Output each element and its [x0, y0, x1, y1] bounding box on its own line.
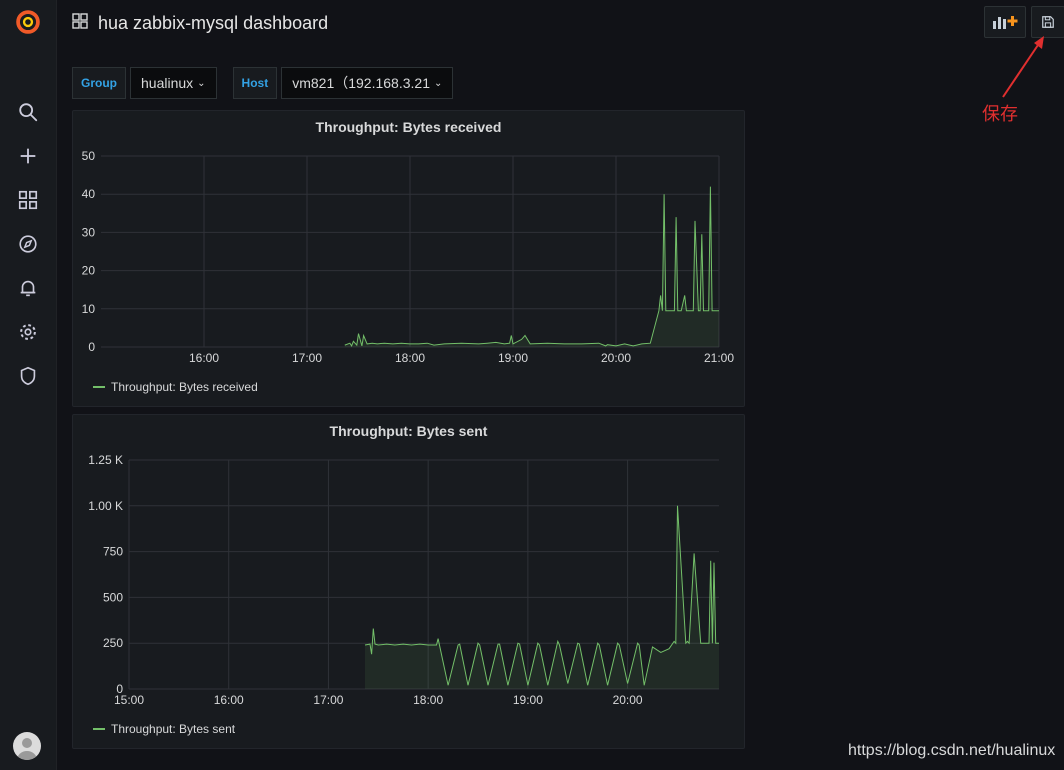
panel-bytes-sent[interactable]: Throughput: Bytes sent 0 250 500 750 1.00 K 1… [72, 414, 745, 749]
y-tick-label: 500 [103, 590, 123, 604]
x-tick-label: 18:00 [413, 693, 443, 707]
watermark: https://blog.csdn.net/hualinux [848, 742, 1056, 759]
x-tick-label: 17:00 [313, 693, 343, 707]
dashboard-grid-icon [72, 12, 88, 34]
sidebar [0, 0, 57, 770]
annotation-label: 保存 [982, 104, 1018, 124]
template-variables: Group hualinux ⌄ Host vm821（192.168.3.21… [72, 67, 454, 99]
y-tick-label: 1.25 K [88, 453, 123, 467]
dashboard-title: hua zabbix-mysql dashboard [98, 12, 329, 33]
dashboards-icon[interactable] [12, 184, 44, 216]
explore-icon[interactable] [12, 228, 44, 260]
add-panel-icon [993, 16, 1018, 29]
grafana-logo-icon[interactable] [12, 6, 44, 38]
series-line [344, 186, 719, 348]
x-tick-label: 21:00 [704, 351, 734, 365]
panel-title[interactable]: Throughput: Bytes received [315, 119, 502, 135]
variable-select-group[interactable]: hualinux ⌄ [130, 67, 217, 99]
y-tick-label: 30 [82, 225, 96, 239]
x-tick-label: 20:00 [613, 693, 643, 707]
save-icon [1042, 16, 1054, 28]
x-tick-label: 16:00 [189, 351, 219, 365]
legend-item[interactable]: Throughput: Bytes received [93, 380, 258, 394]
legend-swatch [93, 728, 105, 730]
series-line [364, 505, 719, 686]
add-panel-button[interactable] [984, 6, 1026, 38]
x-tick-label: 16:00 [214, 693, 244, 707]
chevron-down-icon: ⌄ [197, 77, 206, 89]
legend-item[interactable]: Throughput: Bytes sent [93, 722, 235, 736]
series-area [365, 505, 719, 689]
y-tick-label: 750 [103, 545, 123, 559]
save-dashboard-button[interactable] [1031, 6, 1064, 38]
chevron-down-icon: ⌄ [433, 77, 443, 89]
y-tick-label: 250 [103, 636, 123, 650]
variable-label-group: Group [72, 67, 126, 99]
gear-icon[interactable] [12, 316, 44, 348]
y-tick-label: 1.00 K [88, 499, 123, 513]
x-tick-label: 18:00 [395, 351, 425, 365]
y-tick-label: 50 [82, 149, 96, 163]
x-tick-label: 20:00 [601, 351, 631, 365]
variable-select-host[interactable]: vm821（192.168.3.21 ⌄ [281, 67, 454, 99]
x-tick-label: 19:00 [498, 351, 528, 365]
page-title[interactable]: hua zabbix-mysql dashboard [72, 10, 328, 36]
x-tick-label: 17:00 [292, 351, 322, 365]
avatar[interactable] [13, 732, 41, 760]
search-icon[interactable] [12, 96, 44, 128]
legend-label: Throughput: Bytes sent [111, 722, 236, 736]
y-tick-label: 10 [82, 302, 96, 316]
series-area [344, 186, 719, 347]
alert-bell-icon[interactable] [12, 272, 44, 304]
x-tick-label: 19:00 [513, 693, 543, 707]
shield-icon[interactable] [12, 360, 44, 392]
variable-value-host: vm821（192.168.3.21 [292, 75, 430, 91]
panel-title[interactable]: Throughput: Bytes sent [329, 423, 488, 439]
chart-bytes-sent: 0 250 500 750 1.00 K 1.25 K 15:00 16:00 17:00 18:… [88, 453, 719, 707]
y-tick-label: 20 [82, 264, 96, 278]
y-tick-label: 0 [88, 340, 95, 354]
variable-value-group: hualinux [141, 75, 194, 91]
variable-label-host: Host [232, 67, 278, 99]
plus-icon[interactable] [12, 140, 44, 172]
x-tick-label: 15:00 [114, 693, 144, 707]
panel-bytes-received[interactable]: Throughput: Bytes received 0 10 20 30 40 50 16… [72, 110, 745, 407]
legend-label: Throughput: Bytes received [111, 380, 258, 394]
y-tick-label: 0 [116, 682, 123, 696]
y-tick-label: 40 [82, 187, 96, 201]
legend-swatch [93, 386, 105, 388]
chart-bytes-received: 0 10 20 30 40 50 16:00 17:00 18:00 19:00 20:00 21:0… [82, 149, 735, 365]
